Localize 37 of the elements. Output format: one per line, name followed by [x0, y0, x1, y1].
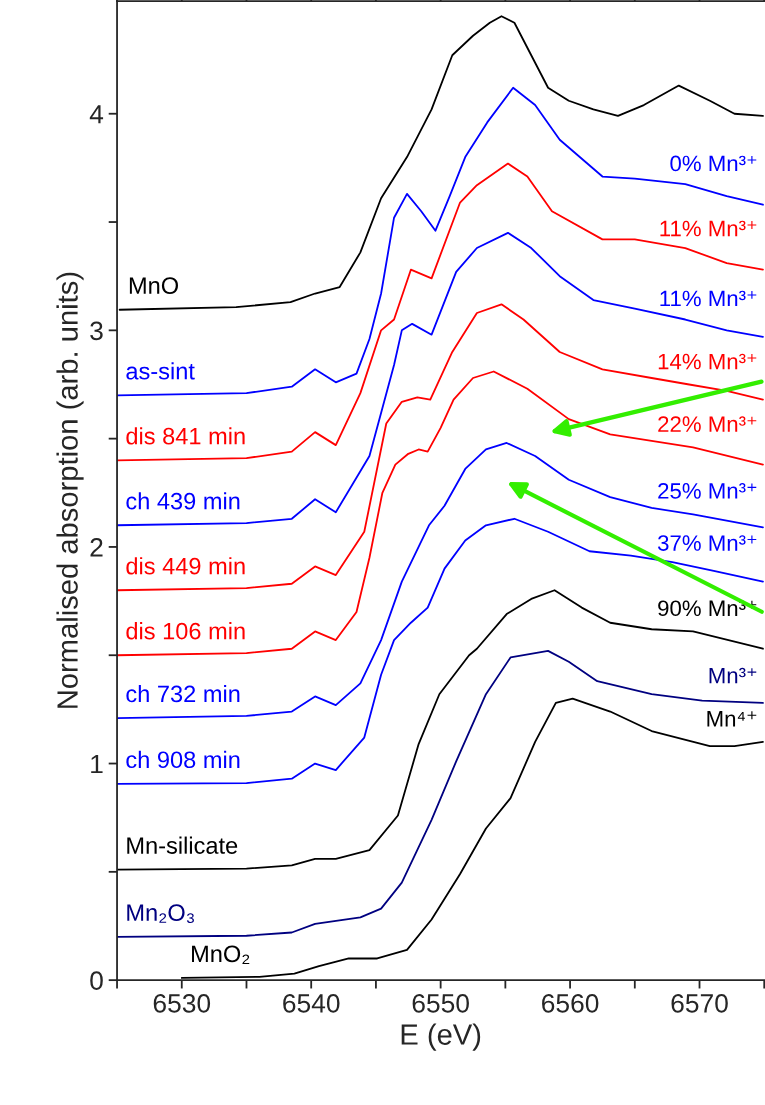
y-tick-label: 1: [91, 754, 103, 774]
line-series: [117, 86, 764, 397]
annotation: Mn³⁺: [709, 667, 757, 684]
series-label: dis 841 min: [126, 427, 245, 445]
series-label: MnO₂: [192, 945, 250, 964]
series-label: dis 449 min: [126, 557, 245, 575]
series-label: dis 106 min: [126, 622, 245, 640]
annotation: 22% Mn³⁺: [658, 416, 757, 432]
y-tick-label: 4: [89, 105, 104, 124]
line-series: [117, 589, 764, 871]
x-tick-label: 6550: [412, 994, 469, 1013]
line-series: [117, 649, 764, 938]
annotation: 0% Mn³⁺: [670, 155, 757, 172]
line-series: [118, 15, 764, 311]
annotation: 37% Mn³⁺: [657, 535, 757, 551]
series-label: ch 732 min: [126, 684, 240, 703]
y-tick-label: 2: [90, 538, 103, 557]
y-tick-label: 3: [90, 321, 103, 341]
x-tick-label: 6530: [153, 994, 211, 1013]
series-label: ch 439 min: [126, 492, 240, 510]
x-tick-label: 6560: [542, 994, 599, 1013]
series-label: MnO: [129, 277, 178, 294]
x-tick-label: 6540: [283, 994, 340, 1013]
annotation: 11% Mn³⁺: [660, 220, 757, 237]
series-label: ch 908 min: [126, 750, 240, 769]
x-axis-title: E (eV): [401, 1023, 481, 1051]
series-label: as-sint: [126, 362, 195, 380]
annotation: 14% Mn³⁺: [658, 353, 757, 370]
y-tick-label: 0: [90, 971, 103, 990]
series-label: Mn₂O₃: [127, 904, 194, 923]
x-tick-label: 6570: [671, 994, 728, 1013]
line-series: [117, 517, 764, 785]
annotation: Mn⁴⁺: [707, 711, 757, 727]
annotation: 25% Mn³⁺: [658, 483, 757, 499]
series-label: Mn-silicate: [127, 836, 238, 854]
y-axis-title: Normalised absorption (arb. units): [56, 272, 84, 708]
annotation: 11% Mn³⁺: [660, 290, 757, 307]
